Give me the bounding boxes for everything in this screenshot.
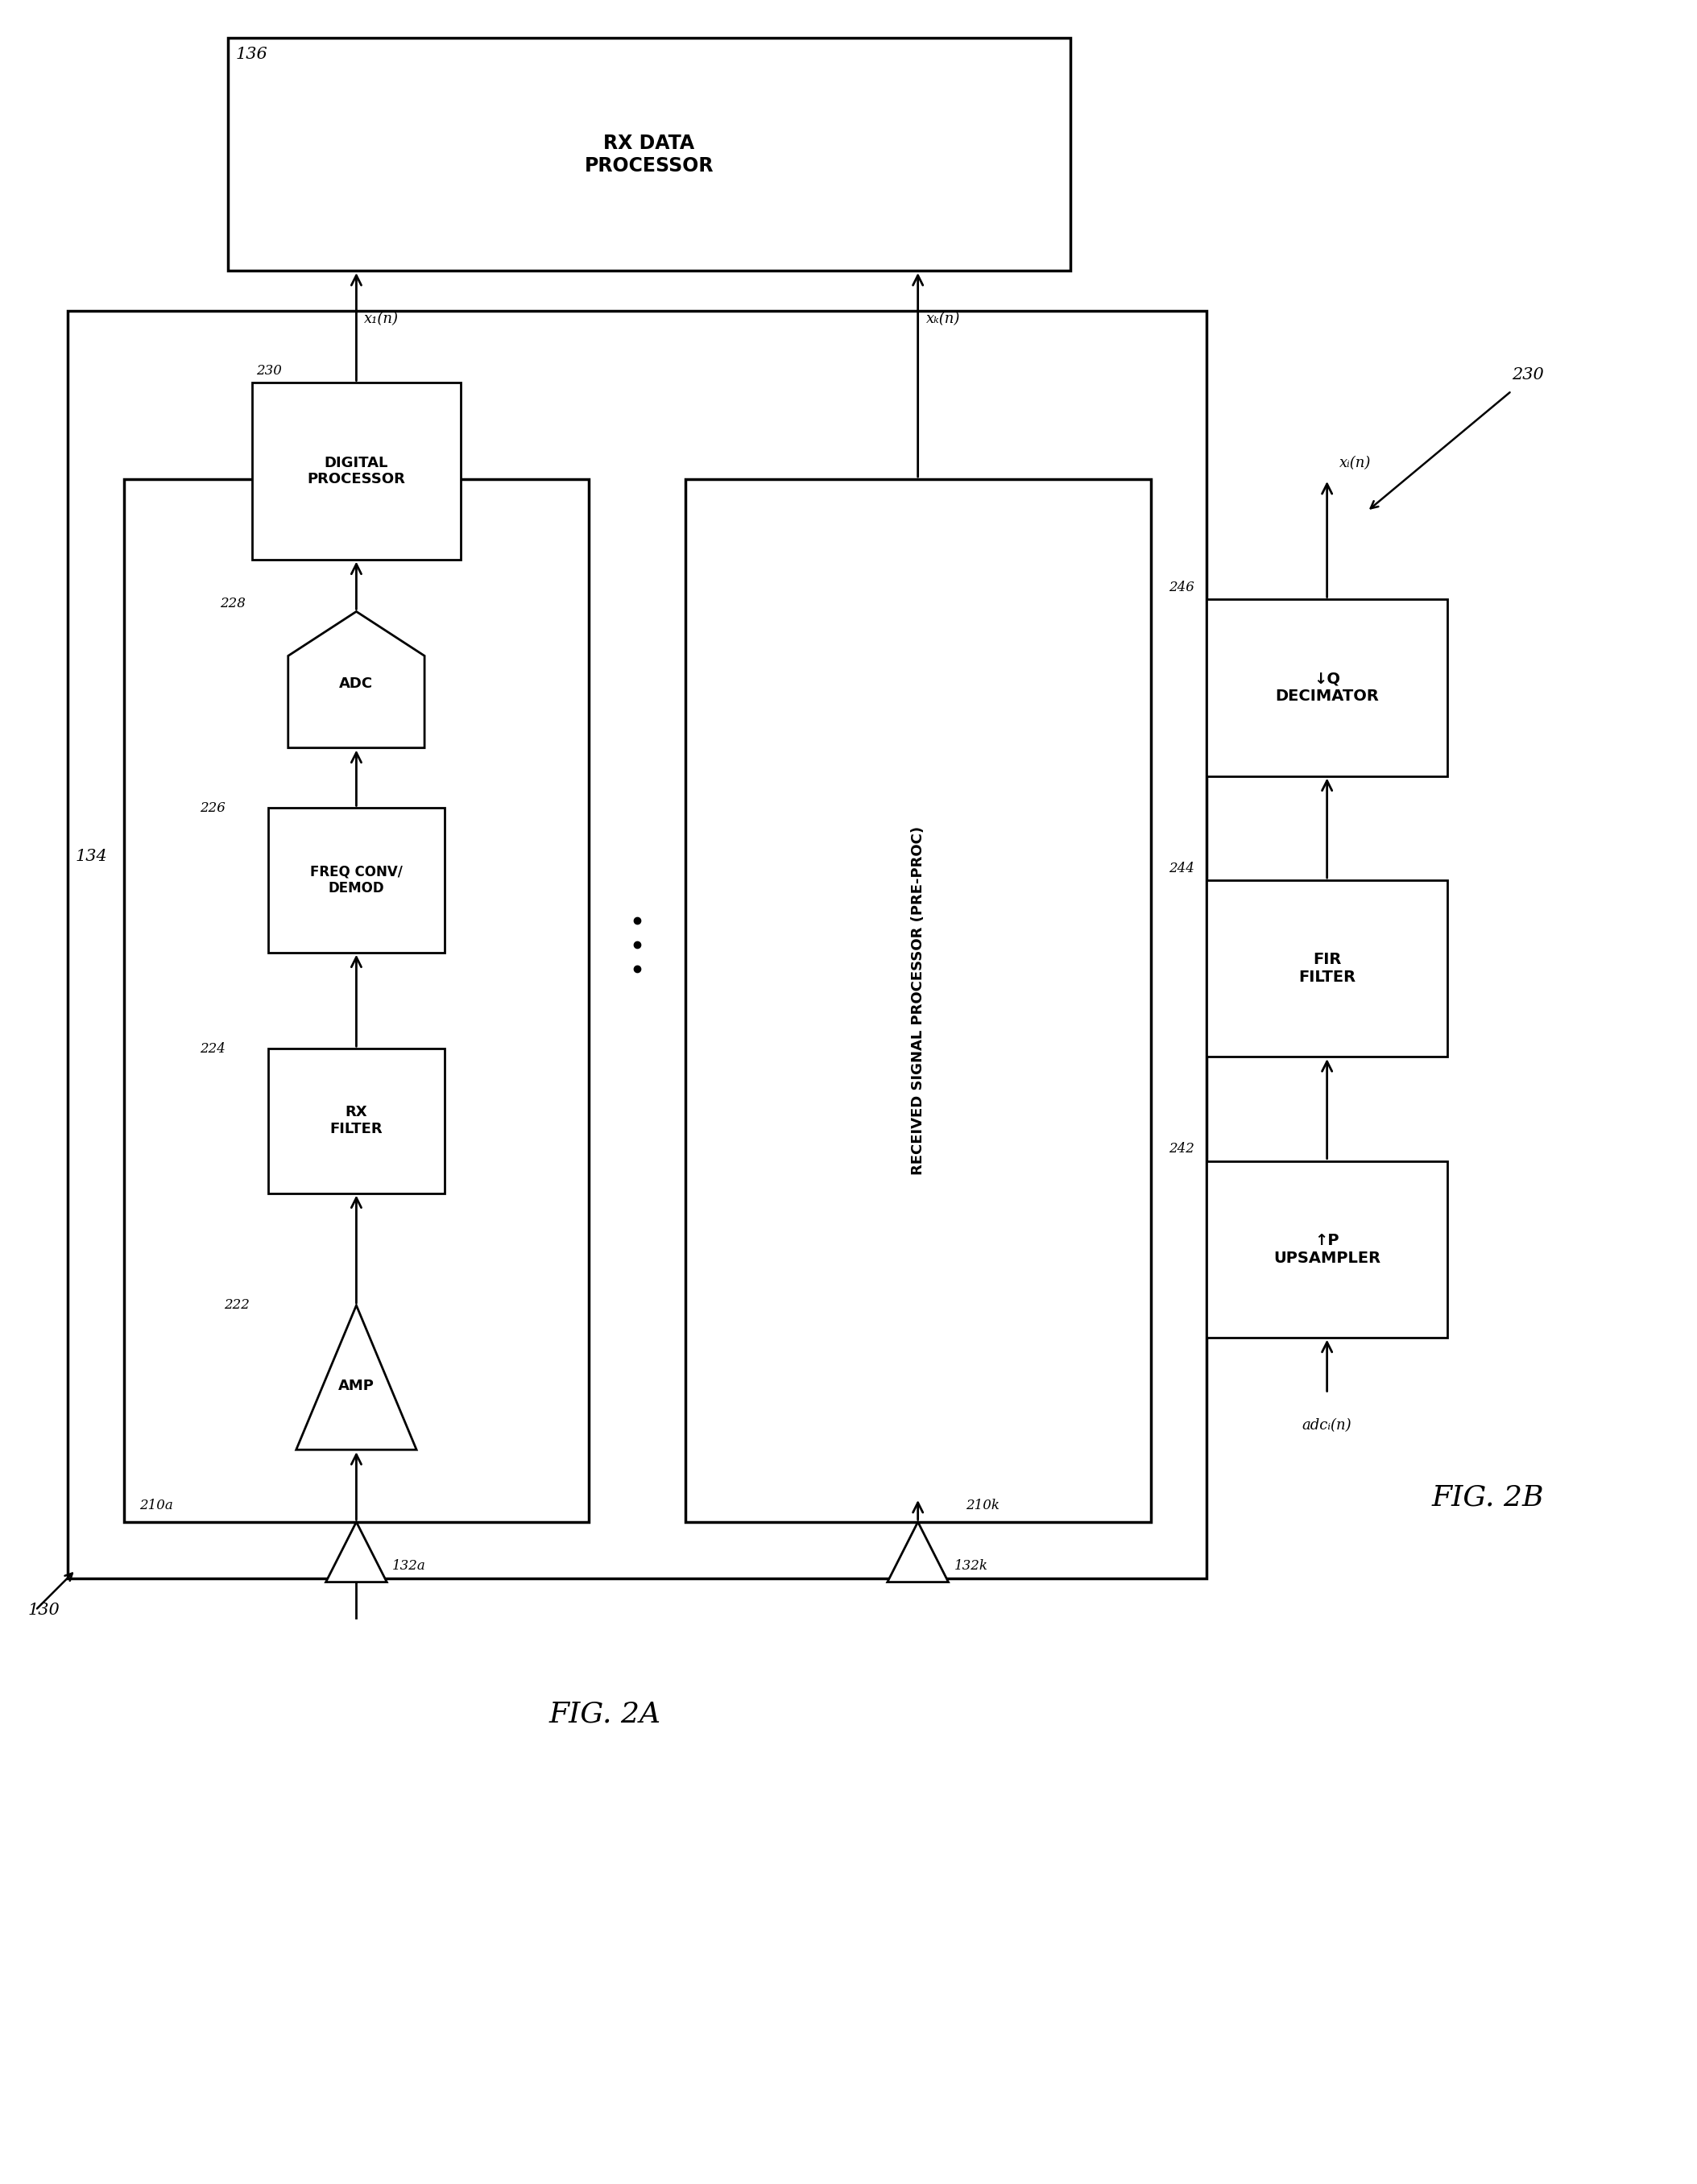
Text: x₁(n): x₁(n) xyxy=(365,312,399,325)
Polygon shape xyxy=(326,1522,387,1581)
Text: RX
FILTER: RX FILTER xyxy=(329,1105,384,1136)
Bar xyxy=(253,382,460,559)
Text: 246: 246 xyxy=(1169,581,1195,594)
Text: 230: 230 xyxy=(1512,367,1544,382)
Bar xyxy=(124,478,589,1522)
Text: 134: 134 xyxy=(76,850,107,865)
Bar xyxy=(1207,598,1448,775)
Bar xyxy=(268,808,445,952)
Text: 242: 242 xyxy=(1169,1142,1195,1155)
Bar xyxy=(686,478,1151,1522)
Polygon shape xyxy=(297,1306,416,1450)
Text: FIG. 2A: FIG. 2A xyxy=(550,1701,662,1728)
Text: RX DATA
PROCESSOR: RX DATA PROCESSOR xyxy=(584,133,714,175)
Bar xyxy=(1207,1162,1448,1337)
Text: 136: 136 xyxy=(236,46,268,61)
Text: 210a: 210a xyxy=(139,1498,173,1514)
Text: 132k: 132k xyxy=(954,1559,988,1572)
Bar xyxy=(268,1048,445,1192)
Bar xyxy=(1207,880,1448,1057)
Text: FREQ CONV/
DEMOD: FREQ CONV/ DEMOD xyxy=(311,865,402,895)
Text: 228: 228 xyxy=(221,596,246,609)
Text: 226: 226 xyxy=(200,802,226,815)
Polygon shape xyxy=(888,1522,949,1581)
Text: xᵢ(n): xᵢ(n) xyxy=(1339,456,1371,470)
Text: adcᵢ(n): adcᵢ(n) xyxy=(1302,1417,1353,1433)
Text: 210k: 210k xyxy=(966,1498,1000,1514)
Text: 244: 244 xyxy=(1169,860,1195,876)
Text: ADC: ADC xyxy=(339,677,373,690)
Text: DIGITAL
PROCESSOR: DIGITAL PROCESSOR xyxy=(307,456,406,487)
Text: ↑P
UPSAMPLER: ↑P UPSAMPLER xyxy=(1273,1232,1381,1267)
Text: 130: 130 xyxy=(27,1603,59,1618)
Polygon shape xyxy=(288,612,424,747)
Text: FIG. 2B: FIG. 2B xyxy=(1431,1485,1544,1511)
Text: RECEIVED SIGNAL PROCESSOR (PRE-PROC): RECEIVED SIGNAL PROCESSOR (PRE-PROC) xyxy=(911,826,925,1175)
Text: xₖ(n): xₖ(n) xyxy=(927,312,961,325)
Text: 224: 224 xyxy=(200,1042,226,1055)
Text: ↓Q
DECIMATOR: ↓Q DECIMATOR xyxy=(1274,670,1380,703)
Text: 222: 222 xyxy=(224,1299,249,1313)
Bar xyxy=(227,37,1071,271)
Text: FIR
FILTER: FIR FILTER xyxy=(1298,952,1356,985)
Text: 230: 230 xyxy=(256,365,282,378)
Bar xyxy=(68,310,1207,1579)
Text: 132a: 132a xyxy=(392,1559,426,1572)
Text: AMP: AMP xyxy=(338,1378,375,1393)
